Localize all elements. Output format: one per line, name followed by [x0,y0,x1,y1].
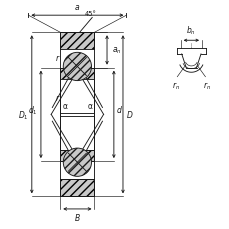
Text: $D_1$: $D_1$ [18,109,28,121]
Text: r: r [56,54,59,63]
Text: $a_n$: $a_n$ [111,46,121,56]
Text: d: d [117,106,121,115]
Text: D: D [126,110,132,119]
Text: r: r [56,93,59,102]
Text: α: α [62,101,67,110]
Text: B: B [74,214,80,223]
Text: $r_n$: $r_n$ [202,80,210,91]
Text: α: α [87,101,92,110]
Text: $d_1$: $d_1$ [28,104,38,117]
Polygon shape [60,50,94,180]
Polygon shape [60,180,94,196]
Text: a: a [75,3,79,12]
Circle shape [63,53,91,81]
Polygon shape [60,80,94,150]
Polygon shape [60,150,94,161]
Polygon shape [60,33,94,50]
Polygon shape [60,68,94,80]
Circle shape [63,148,91,177]
Text: 45°: 45° [85,11,97,16]
Text: $b_n$: $b_n$ [185,25,195,37]
Text: $r_n$: $r_n$ [171,80,179,91]
